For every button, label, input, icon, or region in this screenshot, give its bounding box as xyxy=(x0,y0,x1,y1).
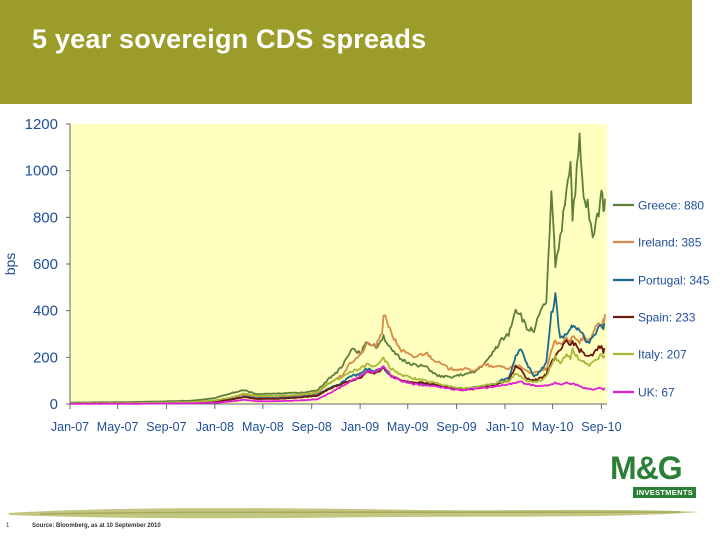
x-tick-label: May-07 xyxy=(97,420,139,434)
logo-subtext: INVESTMENTS xyxy=(633,487,696,498)
plot-area xyxy=(70,124,607,404)
mg-logo: M&G INVESTMENTS xyxy=(606,450,696,502)
legend-label: Greece: 880 xyxy=(638,199,704,213)
x-tick-label: May-08 xyxy=(242,420,284,434)
y-tick-label: 200 xyxy=(33,349,58,366)
series-line-uk xyxy=(70,365,606,405)
series-layer xyxy=(69,132,606,405)
cds-line-chart: 0 200 400 600 800 1000 1200 bps Jan-07 May-07 Sep-… xyxy=(2,116,710,434)
logo-text: M&G xyxy=(610,450,683,486)
x-tick-label: Jan-08 xyxy=(196,420,234,434)
page-number: 1 xyxy=(6,523,10,529)
page-title: 5 year sovereign CDS spreads xyxy=(32,24,427,54)
y-axis-label: bps xyxy=(2,253,18,276)
x-tick-label: Jan-09 xyxy=(341,420,379,434)
y-tick-label: 0 xyxy=(50,396,58,413)
legend-label: Portugal: 345 xyxy=(638,274,710,288)
title-banner: 5 year sovereign CDS spreads xyxy=(0,0,692,104)
legend-label: Spain: 233 xyxy=(638,311,696,325)
y-tick-label: 1200 xyxy=(25,116,58,133)
series-line-italy xyxy=(70,347,606,405)
legend: Greece: 880 Ireland: 385 Portugal: 345 Spai… xyxy=(613,199,710,400)
x-tick-label: Jan-07 xyxy=(51,420,89,434)
y-tick-label: 800 xyxy=(33,209,58,226)
legend-label: Ireland: 385 xyxy=(638,236,702,250)
x-tick-label: Jan-10 xyxy=(486,420,524,434)
legend-label: Italy: 207 xyxy=(638,348,687,362)
y-tick-label: 1000 xyxy=(25,163,58,180)
legend-label: UK: 67 xyxy=(638,386,675,400)
brush-stroke-divider xyxy=(8,508,700,519)
series-line-greece xyxy=(69,132,606,404)
x-tick-label: May-09 xyxy=(387,420,429,434)
x-tick-label: Sep-09 xyxy=(436,420,476,434)
x-tick-label: May-10 xyxy=(532,420,574,434)
y-tick-label: 400 xyxy=(33,303,58,320)
x-tick-label: Sep-08 xyxy=(292,420,332,434)
source-note: Source: Bloomberg, as at 10 September 20… xyxy=(32,523,161,529)
x-tick-label: Sep-07 xyxy=(146,420,186,434)
y-tick-label: 600 xyxy=(33,256,58,273)
x-tick-label: Sep-10 xyxy=(581,420,621,434)
